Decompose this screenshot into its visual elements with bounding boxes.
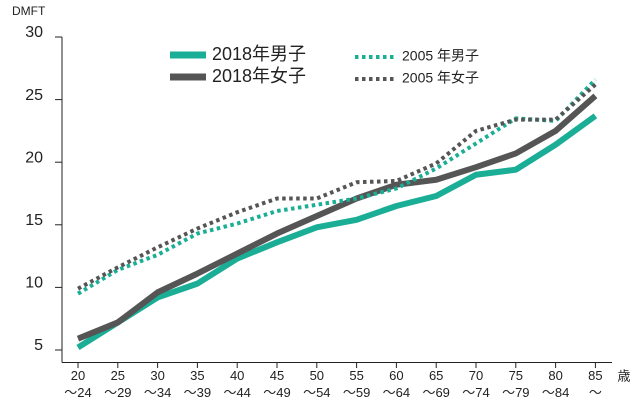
legend-label: 2018年男子 [212,44,306,64]
x-tick-label: 65 ～69 [422,368,449,400]
legend-label: 2005 年女子 [402,70,479,86]
series-line [76,78,597,296]
x-tick-label: 85 ～ [588,368,602,400]
x-tick-label: 80 ～84 [542,368,569,400]
series-line [76,113,598,351]
x-tick-label: 60 ～64 [383,368,410,400]
x-axis-label: 歳 [617,368,630,383]
x-tick-label: 55 ～59 [343,368,370,400]
x-tick-label: 20 ～24 [64,368,91,400]
x-tick-label: 75 ～79 [502,368,529,400]
legend-label: 2005 年男子 [402,48,479,64]
x-tick-label: 50 ～54 [303,368,330,400]
series-line [76,93,598,342]
series-line [77,83,597,291]
x-tick-label: 40 ～44 [223,368,250,400]
legend-label: 2018年女子 [212,66,306,86]
x-tick-label: 35 ～39 [184,368,211,400]
x-tick-label: 70 ～74 [462,368,489,400]
y-tick-label: 30 [25,24,43,41]
y-tick-label: 20 [25,149,43,166]
x-tick-label: 30 ～34 [144,368,171,400]
x-tick-label: 25 ～29 [104,368,131,400]
y-tick-label: 5 [34,337,43,354]
y-tick-label: 15 [25,212,43,229]
y-axis-label: DMFT [12,4,46,18]
y-tick-label: 10 [25,275,43,292]
y-tick-label: 25 [25,87,43,104]
x-tick-label: 45 ～49 [263,368,290,400]
